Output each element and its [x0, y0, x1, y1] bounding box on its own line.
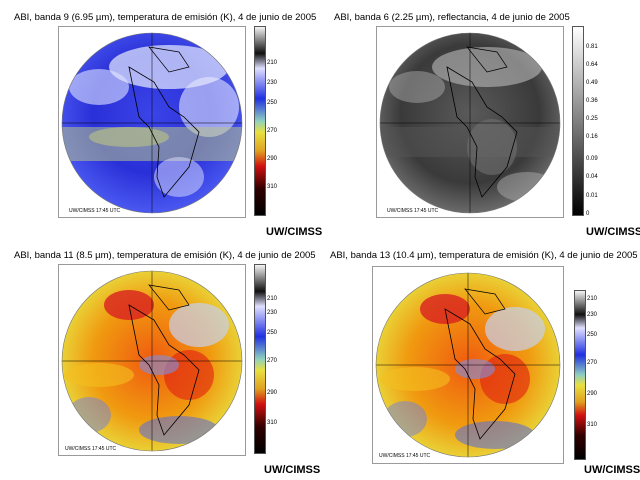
colorbar-tick: 210: [267, 296, 278, 302]
colorbar-tick: 210: [267, 60, 278, 66]
colorbar-tick: 270: [267, 358, 278, 364]
colorbar-tick: 290: [267, 156, 278, 162]
panel-band6: ABI, banda 6 (2.25 µm), reflectancia, 4 …: [320, 0, 640, 240]
colorbar-tick: 270: [267, 128, 278, 134]
timestamp-label: UW/CIMSS 17:45 UTC: [379, 453, 431, 459]
colorbar-tick: 0.01: [586, 193, 598, 199]
credit-label: UW/CIMSS: [266, 226, 323, 238]
colorbar-tick: 0: [586, 211, 590, 217]
colorbar: [254, 26, 266, 216]
colorbar: [254, 264, 266, 454]
colorbar-tick: 0.36: [586, 98, 598, 104]
timestamp-label: UW/CIMSS 17:45 UTC: [69, 208, 121, 214]
colorbar-tick: 210: [587, 296, 598, 302]
colorbar-tick: 290: [267, 390, 278, 396]
credit-label: UW/CIMSS: [264, 464, 321, 476]
colorbar-tick: 310: [267, 420, 278, 426]
colorbar-tick: 250: [267, 330, 278, 336]
colorbar-tick: 250: [267, 100, 278, 106]
colorbar-tick: 0.81: [586, 44, 598, 50]
panel-band9: ABI, banda 9 (6.95 µm), temperatura de e…: [0, 0, 323, 240]
panel-title: ABI, banda 6 (2.25 µm), reflectancia, 4 …: [334, 12, 570, 23]
panel-title: ABI, banda 9 (6.95 µm), temperatura de e…: [14, 12, 317, 23]
credit-label: UW/CIMSS: [586, 226, 640, 238]
colorbar-tick: 250: [587, 332, 598, 338]
credit-label: UW/CIMSS: [584, 464, 640, 476]
satellite-image: UW/CIMSS 17:45 UTC: [376, 26, 564, 218]
colorbar-tick: 270: [587, 360, 598, 366]
satellite-image: UW/CIMSS 17:45 UTC: [372, 266, 564, 464]
colorbar-tick: 230: [267, 310, 278, 316]
colorbar-tick: 0.04: [586, 174, 598, 180]
colorbar: [572, 26, 584, 216]
satellite-image: UW/CIMSS 17:45 UTC: [58, 26, 246, 218]
panel-title: ABI, banda 13 (10.4 µm), temperatura de …: [330, 250, 638, 261]
timestamp-label: UW/CIMSS 17:45 UTC: [65, 446, 117, 452]
colorbar-tick: 310: [267, 184, 278, 190]
colorbar-tick: 0.25: [586, 116, 598, 122]
timestamp-label: UW/CIMSS 17:45 UTC: [387, 208, 439, 214]
satellite-image: UW/CIMSS 17:45 UTC: [58, 264, 246, 456]
colorbar-tick: 0.09: [586, 156, 598, 162]
panel-band13: ABI, banda 13 (10.4 µm), temperatura de …: [320, 240, 640, 480]
colorbar-tick: 0.64: [586, 62, 598, 68]
colorbar-tick: 0.49: [586, 80, 598, 86]
panel-band11: ABI, banda 11 (8.5 µm), temperatura de e…: [0, 240, 320, 480]
panel-title: ABI, banda 11 (8.5 µm), temperatura de e…: [14, 250, 316, 261]
colorbar-tick: 310: [587, 422, 598, 428]
colorbar-tick: 230: [267, 80, 278, 86]
colorbar-tick: 290: [587, 391, 598, 397]
colorbar-tick: 230: [587, 312, 598, 318]
colorbar-tick: 0.16: [586, 134, 598, 140]
colorbar: [574, 290, 586, 460]
